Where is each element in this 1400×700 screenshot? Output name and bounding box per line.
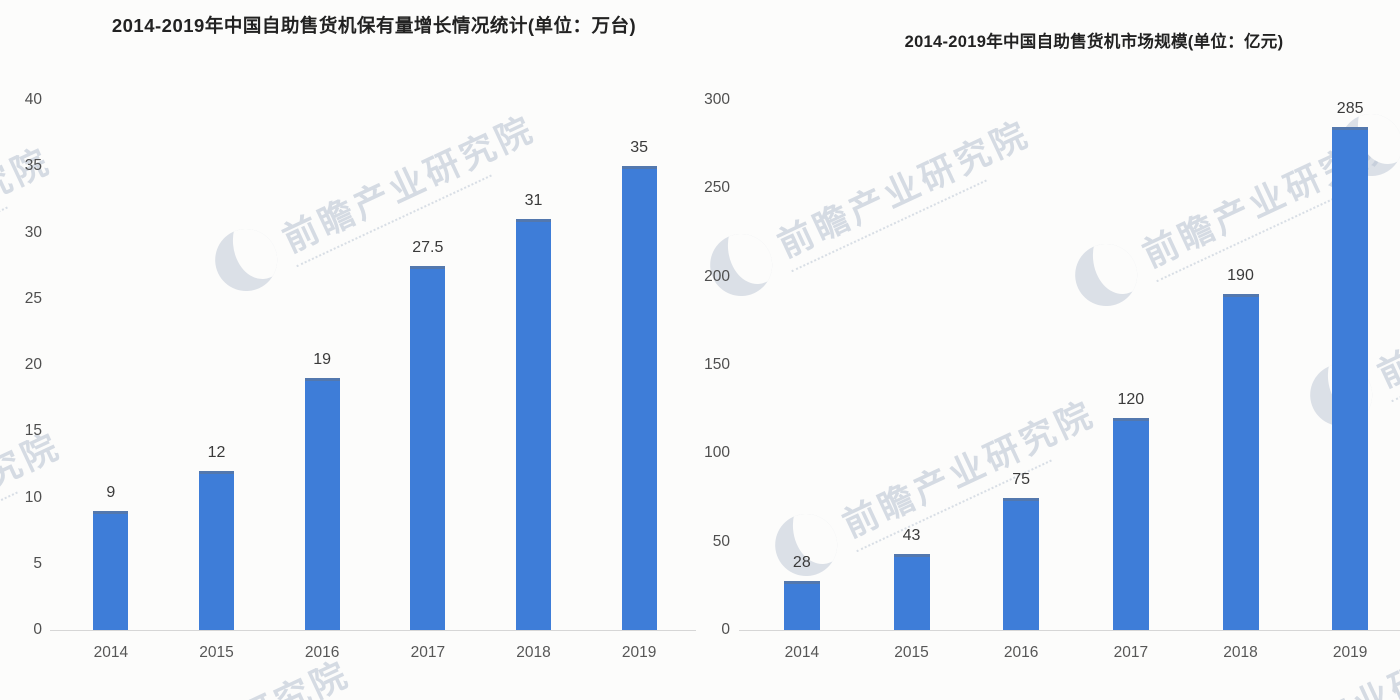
x-axis-tick-label: 2019 xyxy=(621,644,657,661)
y-axis-tick-label: 20 xyxy=(24,356,42,373)
y-axis-tick-label: 10 xyxy=(24,488,42,506)
x-axis-tick-label: 2014 xyxy=(784,644,820,661)
x-axis-line xyxy=(739,630,1400,631)
bar-2016 xyxy=(304,378,340,630)
x-axis-tick-label: 2015 xyxy=(894,644,929,661)
bar-2016 xyxy=(1003,497,1040,630)
x-axis-tick-label: 2016 xyxy=(1003,644,1039,661)
bar-value-label: 120 xyxy=(1117,391,1145,408)
bar-2018 xyxy=(516,219,551,630)
bar-value-label: 190 xyxy=(1227,267,1254,285)
x-axis-line xyxy=(50,630,696,631)
bar-2014 xyxy=(783,580,820,630)
bar-value-label: 35 xyxy=(630,139,649,157)
y-axis-tick-label: 0 xyxy=(33,621,42,638)
x-axis-tick-label: 2016 xyxy=(304,644,340,661)
y-axis-tick-label: 150 xyxy=(704,356,730,373)
x-axis-tick-label: 2019 xyxy=(1332,644,1368,661)
bar-value-label: 31 xyxy=(524,192,543,210)
bar-value-label: 75 xyxy=(1012,470,1031,488)
y-axis-tick-label: 25 xyxy=(24,289,42,307)
x-axis-tick-label: 2018 xyxy=(1223,644,1258,661)
bar-2015 xyxy=(893,554,930,630)
y-axis-tick-label: 5 xyxy=(33,554,42,572)
x-axis-tick-label: 2017 xyxy=(1113,644,1149,661)
x-axis-tick-label: 2018 xyxy=(516,644,551,661)
bar-value-label: 12 xyxy=(207,444,226,461)
x-axis-tick-label: 2014 xyxy=(93,644,129,661)
x-axis-tick-label: 2017 xyxy=(410,644,446,661)
y-axis-tick-label: 100 xyxy=(704,444,730,462)
bar-2019 xyxy=(1332,126,1369,630)
y-axis-tick-label: 0 xyxy=(721,621,730,638)
bar-2019 xyxy=(621,166,657,630)
y-axis-tick-label: 35 xyxy=(24,157,42,175)
bar-value-label: 9 xyxy=(106,483,116,501)
y-axis-tick-label: 50 xyxy=(712,532,730,550)
bar-2017 xyxy=(410,265,446,630)
bar-2014 xyxy=(93,510,129,630)
bar-2018 xyxy=(1222,294,1259,630)
y-axis-tick-label: 250 xyxy=(704,179,730,197)
bar-value-label: 43 xyxy=(902,527,921,545)
y-axis-tick-label: 300 xyxy=(704,91,730,108)
y-axis-tick-label: 15 xyxy=(24,422,42,440)
bar-value-label: 28 xyxy=(792,553,811,571)
x-axis-tick-label: 2015 xyxy=(199,644,234,661)
right-chart-title: 2014-2019年中国自助售货机市场规模(单位：亿元) xyxy=(904,33,1284,51)
bar-value-label: 285 xyxy=(1336,99,1364,117)
bar-value-label: 27.5 xyxy=(412,238,444,256)
bar-2015 xyxy=(199,471,234,630)
y-axis-tick-label: 200 xyxy=(704,267,730,285)
bar-2017 xyxy=(1112,418,1149,630)
left-chart-title: 2014-2019年中国自助售货机保有量增长情况统计(单位：万台) xyxy=(111,15,637,36)
y-axis-tick-label: 30 xyxy=(24,223,42,241)
y-axis-tick-label: 40 xyxy=(24,91,42,108)
bar-value-label: 19 xyxy=(313,351,332,369)
